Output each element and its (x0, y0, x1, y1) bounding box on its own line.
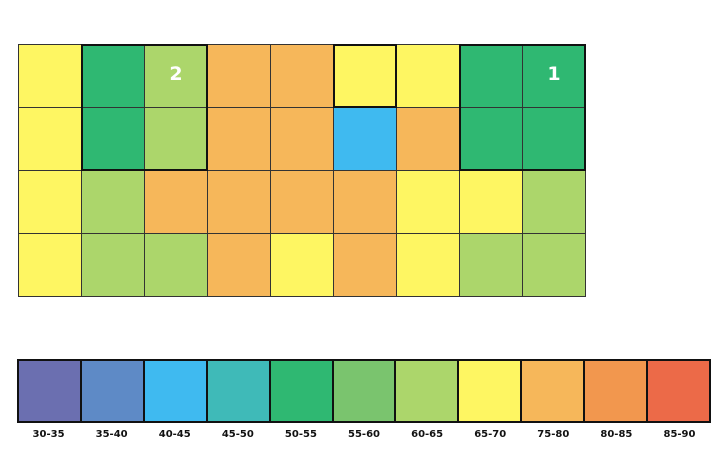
legend-label: 55-60 (348, 429, 380, 440)
grid-cell (334, 45, 397, 108)
grid-cell (82, 108, 145, 171)
legend-label: 75-80 (537, 429, 570, 440)
legend-label: 80-85 (600, 429, 633, 440)
legend-labels: 30-35 35-40 40-45 45-50 50-55 55-60 60-65 65-70… (17, 429, 711, 440)
legend-swatch (648, 361, 709, 421)
grid-cell (397, 45, 460, 108)
grid-cell (82, 45, 145, 108)
legend-swatch (396, 361, 460, 421)
cell-label: 1 (547, 63, 561, 85)
legend-swatch (270, 361, 334, 421)
legend-swatch (522, 361, 586, 421)
grid-cell (397, 171, 460, 234)
grid-cell (145, 234, 208, 297)
grid-cell (208, 171, 271, 234)
grid-cell (523, 108, 586, 171)
legend-swatch (333, 361, 397, 421)
grid-cell (208, 108, 271, 171)
grid-cell (271, 45, 334, 108)
grid-cell (523, 234, 586, 297)
grid-cell (19, 108, 82, 171)
grid-cell (397, 234, 460, 297)
grid-cell (19, 171, 82, 234)
grid-cell (82, 171, 145, 234)
legend-label: 65-70 (474, 429, 507, 440)
grid-cell (145, 108, 208, 171)
grid-cell (334, 171, 397, 234)
legend-label: 35-40 (95, 429, 128, 440)
legend-label: 85-90 (663, 429, 696, 440)
grid-cell: 2 (145, 45, 208, 108)
grid-cell (397, 108, 460, 171)
legend-swatch (19, 361, 82, 421)
grid-cell (334, 108, 397, 171)
grid-cell (271, 108, 334, 171)
grid-cell (523, 171, 586, 234)
grid-cell: 1 (523, 45, 586, 108)
legend-swatch (459, 361, 523, 421)
legend-swatch (81, 361, 145, 421)
legend-label: 60-65 (411, 429, 444, 440)
grid-cell (19, 45, 82, 108)
legend-label: 40-45 (158, 429, 191, 440)
legend-swatch (585, 361, 649, 421)
grid-cell (145, 171, 208, 234)
grid-cell (19, 234, 82, 297)
legend-label: 30-35 (32, 429, 65, 440)
cell-label: 2 (169, 63, 183, 85)
legend-swatch (144, 361, 208, 421)
legend-swatch (207, 361, 271, 421)
grid-cell (208, 45, 271, 108)
grid-cell (82, 234, 145, 297)
grid-cell (460, 45, 523, 108)
color-legend (17, 359, 711, 423)
legend-label: 45-50 (221, 429, 254, 440)
grid-cell (271, 234, 334, 297)
legend-label: 50-55 (284, 429, 317, 440)
grid-cell (460, 108, 523, 171)
grid-cell (460, 171, 523, 234)
grid-cell (208, 234, 271, 297)
grid-cell (334, 234, 397, 297)
grid-cell (271, 171, 334, 234)
grid-cell (460, 234, 523, 297)
